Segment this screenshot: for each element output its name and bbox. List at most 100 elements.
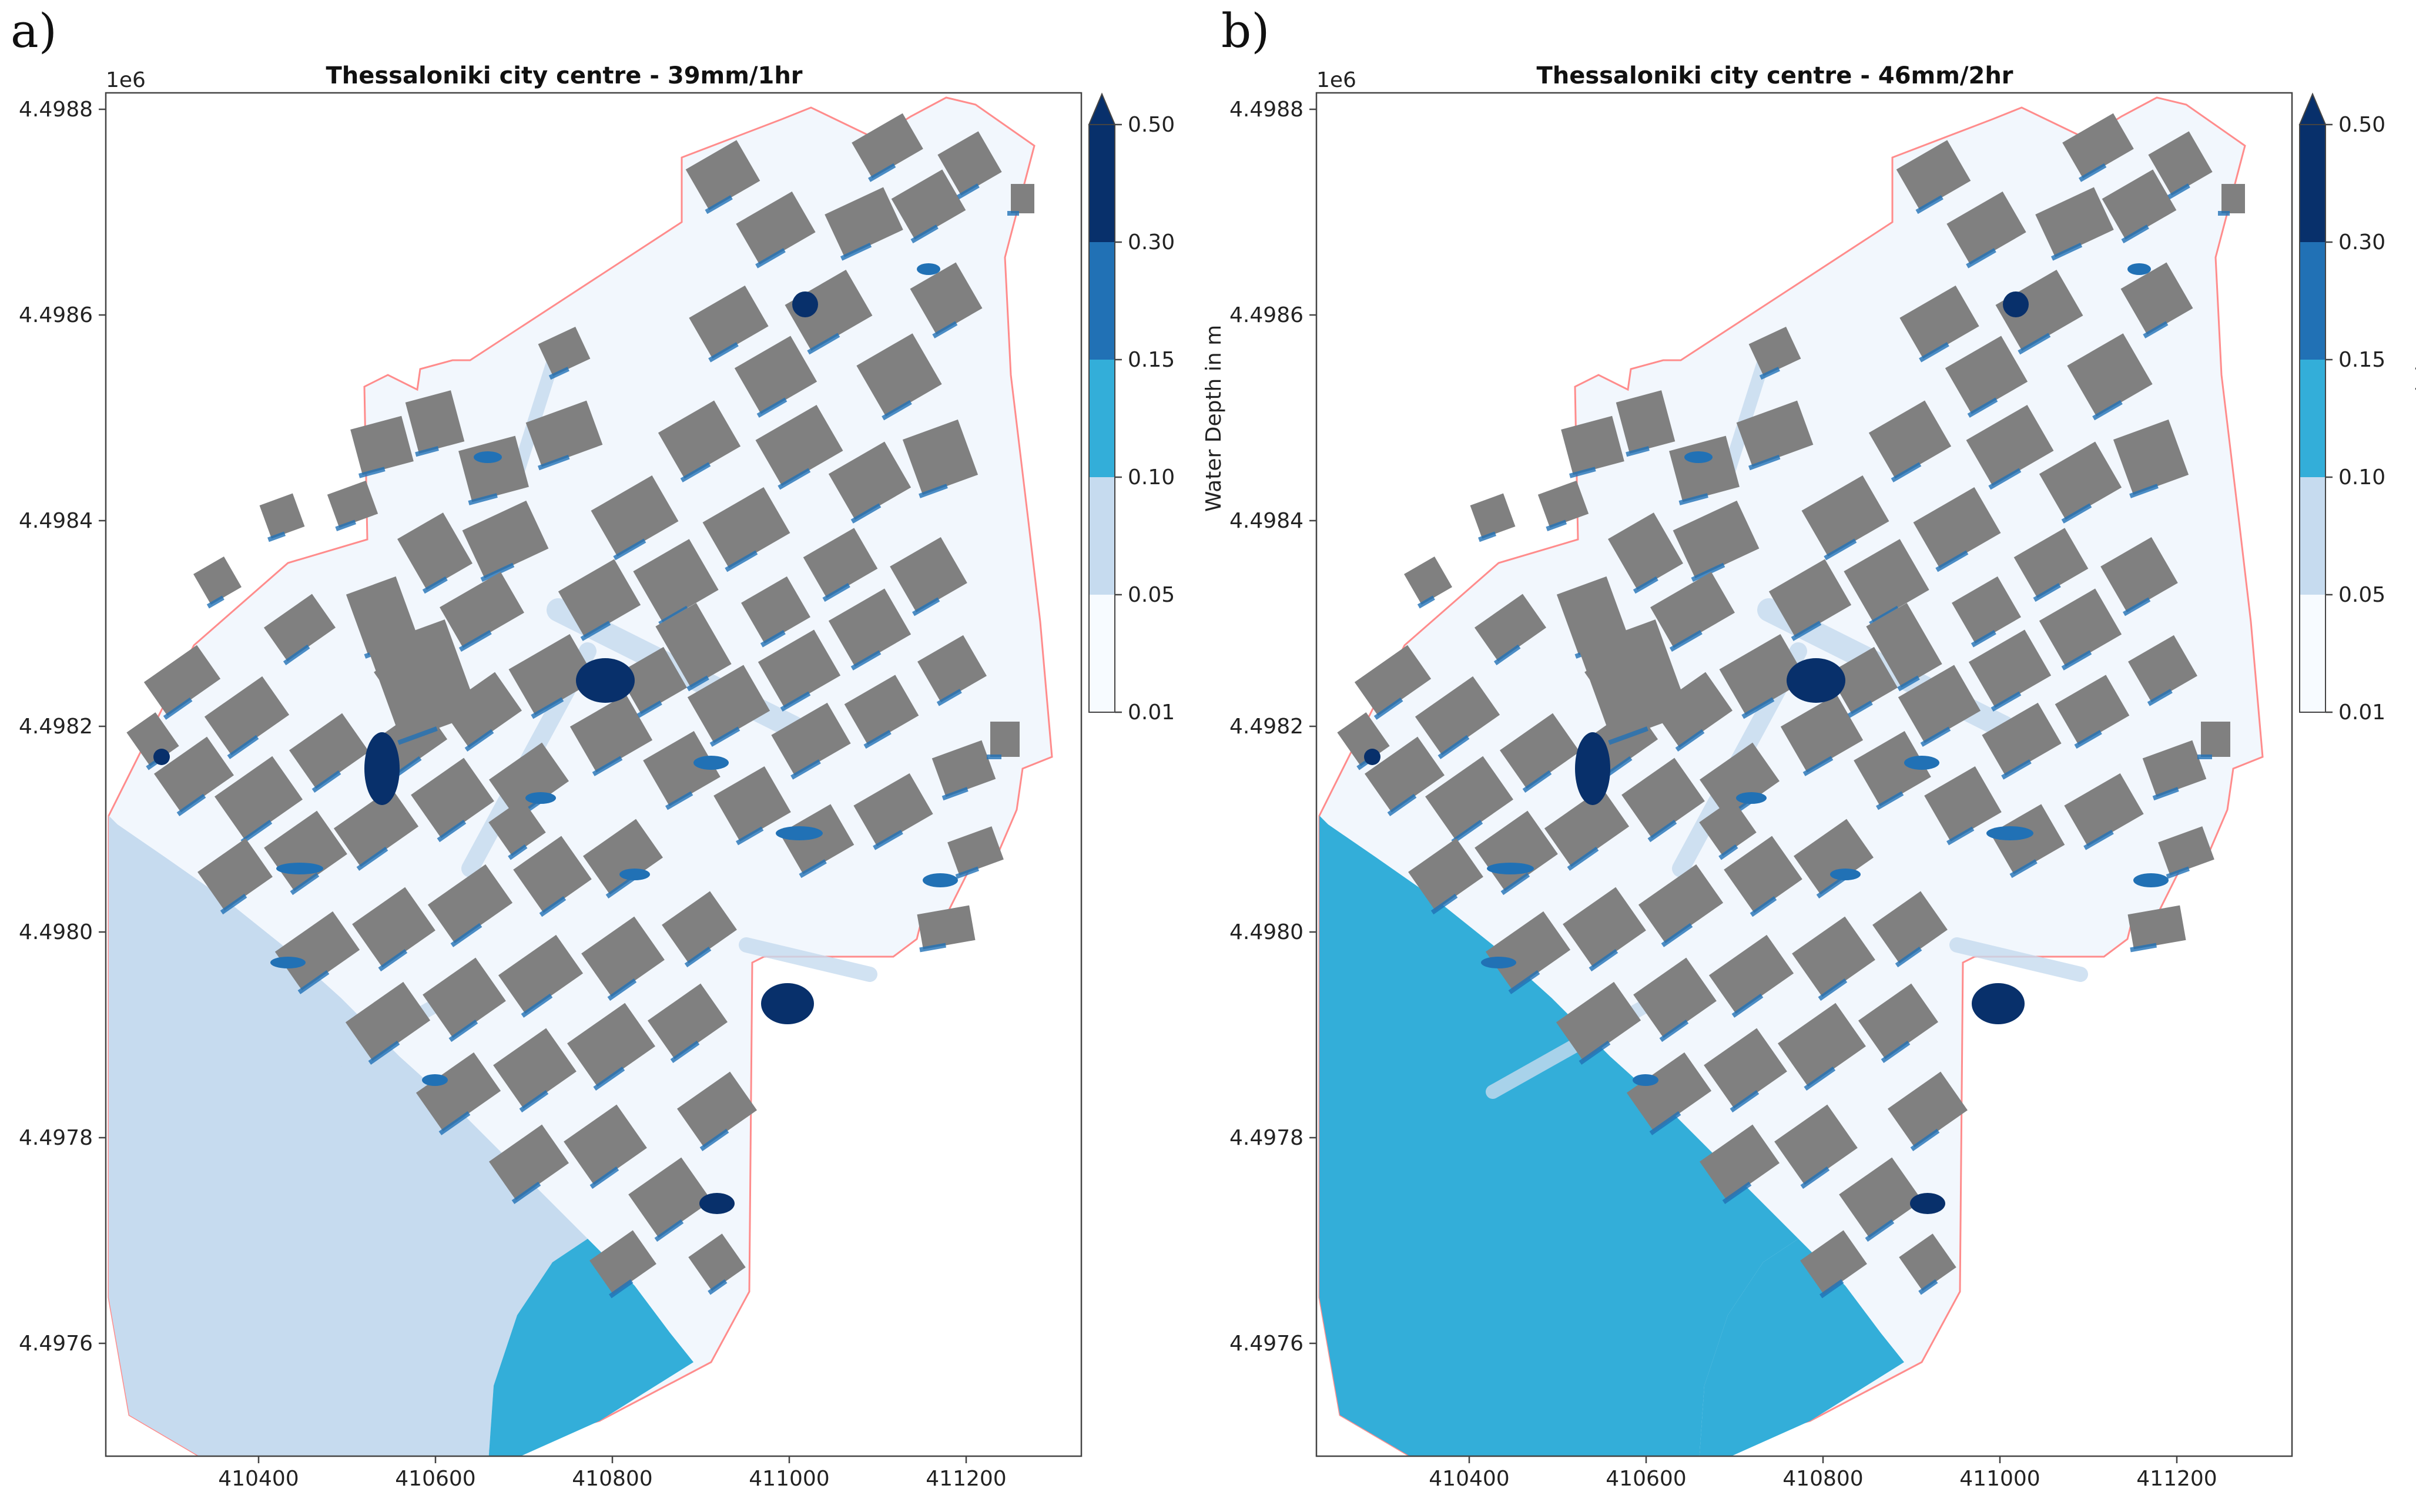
flood-edge: [868, 163, 896, 182]
building-block: [1633, 957, 1717, 1038]
colorbar-segment: [2300, 595, 2325, 712]
building-block: [513, 836, 592, 913]
building-block: [1354, 645, 1432, 716]
flood-edge: [1508, 970, 1540, 994]
flood-edge: [480, 562, 515, 582]
building-block: [852, 113, 923, 179]
flood-edge: [2033, 583, 2061, 602]
building-block: [2039, 441, 2122, 520]
colorbar-segment: [2300, 125, 2325, 242]
deep-water-pond: [576, 658, 635, 703]
building-block: [736, 191, 816, 265]
x-axis: 410400 410600 410800 411000 411200: [1429, 1456, 2217, 1491]
building-block: [1700, 1124, 1780, 1201]
flood-edge: [2074, 730, 2102, 749]
building-block: [462, 500, 549, 579]
flood-edge: [912, 597, 940, 616]
flood-edge: [2083, 830, 2114, 850]
flood-spot: [923, 873, 958, 887]
building-block: [1653, 672, 1733, 748]
flood-edge: [1991, 691, 2022, 712]
building-block: [1966, 405, 2054, 486]
colorbar-tick-label: 0.10: [1128, 465, 1175, 490]
flood-edge: [665, 791, 693, 810]
flood-edge: [1675, 729, 1705, 752]
building-block: [643, 731, 721, 806]
building-block: [327, 480, 378, 528]
flood-spot: [276, 863, 323, 874]
flood-spot: [2133, 873, 2169, 887]
flood-edge: [1608, 726, 1648, 745]
building-block: [1544, 787, 1630, 867]
building-block: [771, 702, 851, 776]
flood-edge: [1373, 697, 1403, 720]
building-block: [489, 742, 569, 819]
colorbar-tick-label: 0.50: [1128, 113, 1175, 137]
flood-edge: [521, 993, 553, 1018]
building-block: [564, 1104, 647, 1185]
building-block: [2120, 262, 2193, 335]
flood-edge: [609, 1279, 634, 1299]
flood-edge: [378, 949, 408, 972]
flood-edge: [2167, 183, 2190, 200]
building-block: [1748, 327, 1801, 376]
flood-edge: [1988, 468, 2022, 490]
map-title: Thessaloniki city centre - 46mm/2hr: [1536, 62, 2013, 89]
building-block: [591, 475, 679, 556]
building-block: [1924, 766, 2002, 842]
building-block: [844, 675, 919, 745]
flood-edge: [1387, 793, 1417, 817]
building-block: [1995, 270, 2083, 351]
flood-edge: [725, 550, 758, 572]
flood-edge: [1569, 467, 1596, 478]
street-flow: [1949, 937, 2088, 982]
flood-edge: [987, 755, 1001, 759]
building-block: [1952, 576, 2021, 644]
flood-edge: [670, 1040, 700, 1064]
flood-edge: [709, 726, 740, 747]
sea-water-east: [488, 1239, 693, 1456]
y-tick-label: 4.4986: [1229, 303, 1303, 327]
building-block: [1854, 731, 1931, 806]
building-block: [263, 594, 336, 662]
flood-edge: [415, 446, 439, 457]
flood-edge: [458, 630, 492, 652]
colorbar-frame: [2299, 124, 2326, 713]
flood-edge: [358, 467, 386, 478]
flood-edge: [176, 793, 206, 817]
flood-edge: [863, 730, 892, 749]
sea-water-west: [109, 816, 588, 1456]
flood-edge: [539, 896, 567, 917]
building-block: [442, 672, 522, 748]
colorbar-segment: [2300, 477, 2325, 595]
flood-edge: [1500, 873, 1530, 896]
flood-edge: [397, 726, 438, 745]
building-block: [2100, 537, 2178, 612]
building-block: [1673, 500, 1760, 579]
flood-edge: [1804, 1067, 1836, 1091]
colorbar-segment: [1089, 360, 1115, 477]
flood-edge: [1605, 756, 1633, 777]
panel-b: b) Thessaloniki city centre - 46mm/2hr 1…: [1221, 4, 2416, 1491]
colorbar: 0.01 0.05 0.10 0.15 0.30 0.50 Water Depth in m: [2298, 92, 2416, 725]
flood-spot: [1633, 1074, 1658, 1086]
flood-edge: [1589, 949, 1619, 972]
flood-edge: [519, 1090, 549, 1113]
x-tick-label: 411000: [749, 1467, 829, 1491]
flood-edge: [919, 484, 948, 498]
y-tick-label: 4.4986: [19, 303, 93, 327]
building-block: [1780, 694, 1864, 773]
building-block: [1700, 742, 1780, 819]
flood-edge: [2147, 689, 2173, 706]
building-block: [685, 140, 760, 210]
flood-edge: [613, 538, 646, 561]
building-block: [856, 333, 942, 417]
colorbar-tick-label: 0.01: [2338, 700, 2385, 725]
flood-edge: [2009, 859, 2038, 879]
flood-edge: [654, 1219, 684, 1242]
flood-edge: [1437, 735, 1470, 759]
building-block: [274, 911, 360, 991]
y-tick-label: 4.4978: [19, 1126, 93, 1150]
building-block: [1774, 1104, 1858, 1185]
flood-edge: [592, 756, 623, 776]
